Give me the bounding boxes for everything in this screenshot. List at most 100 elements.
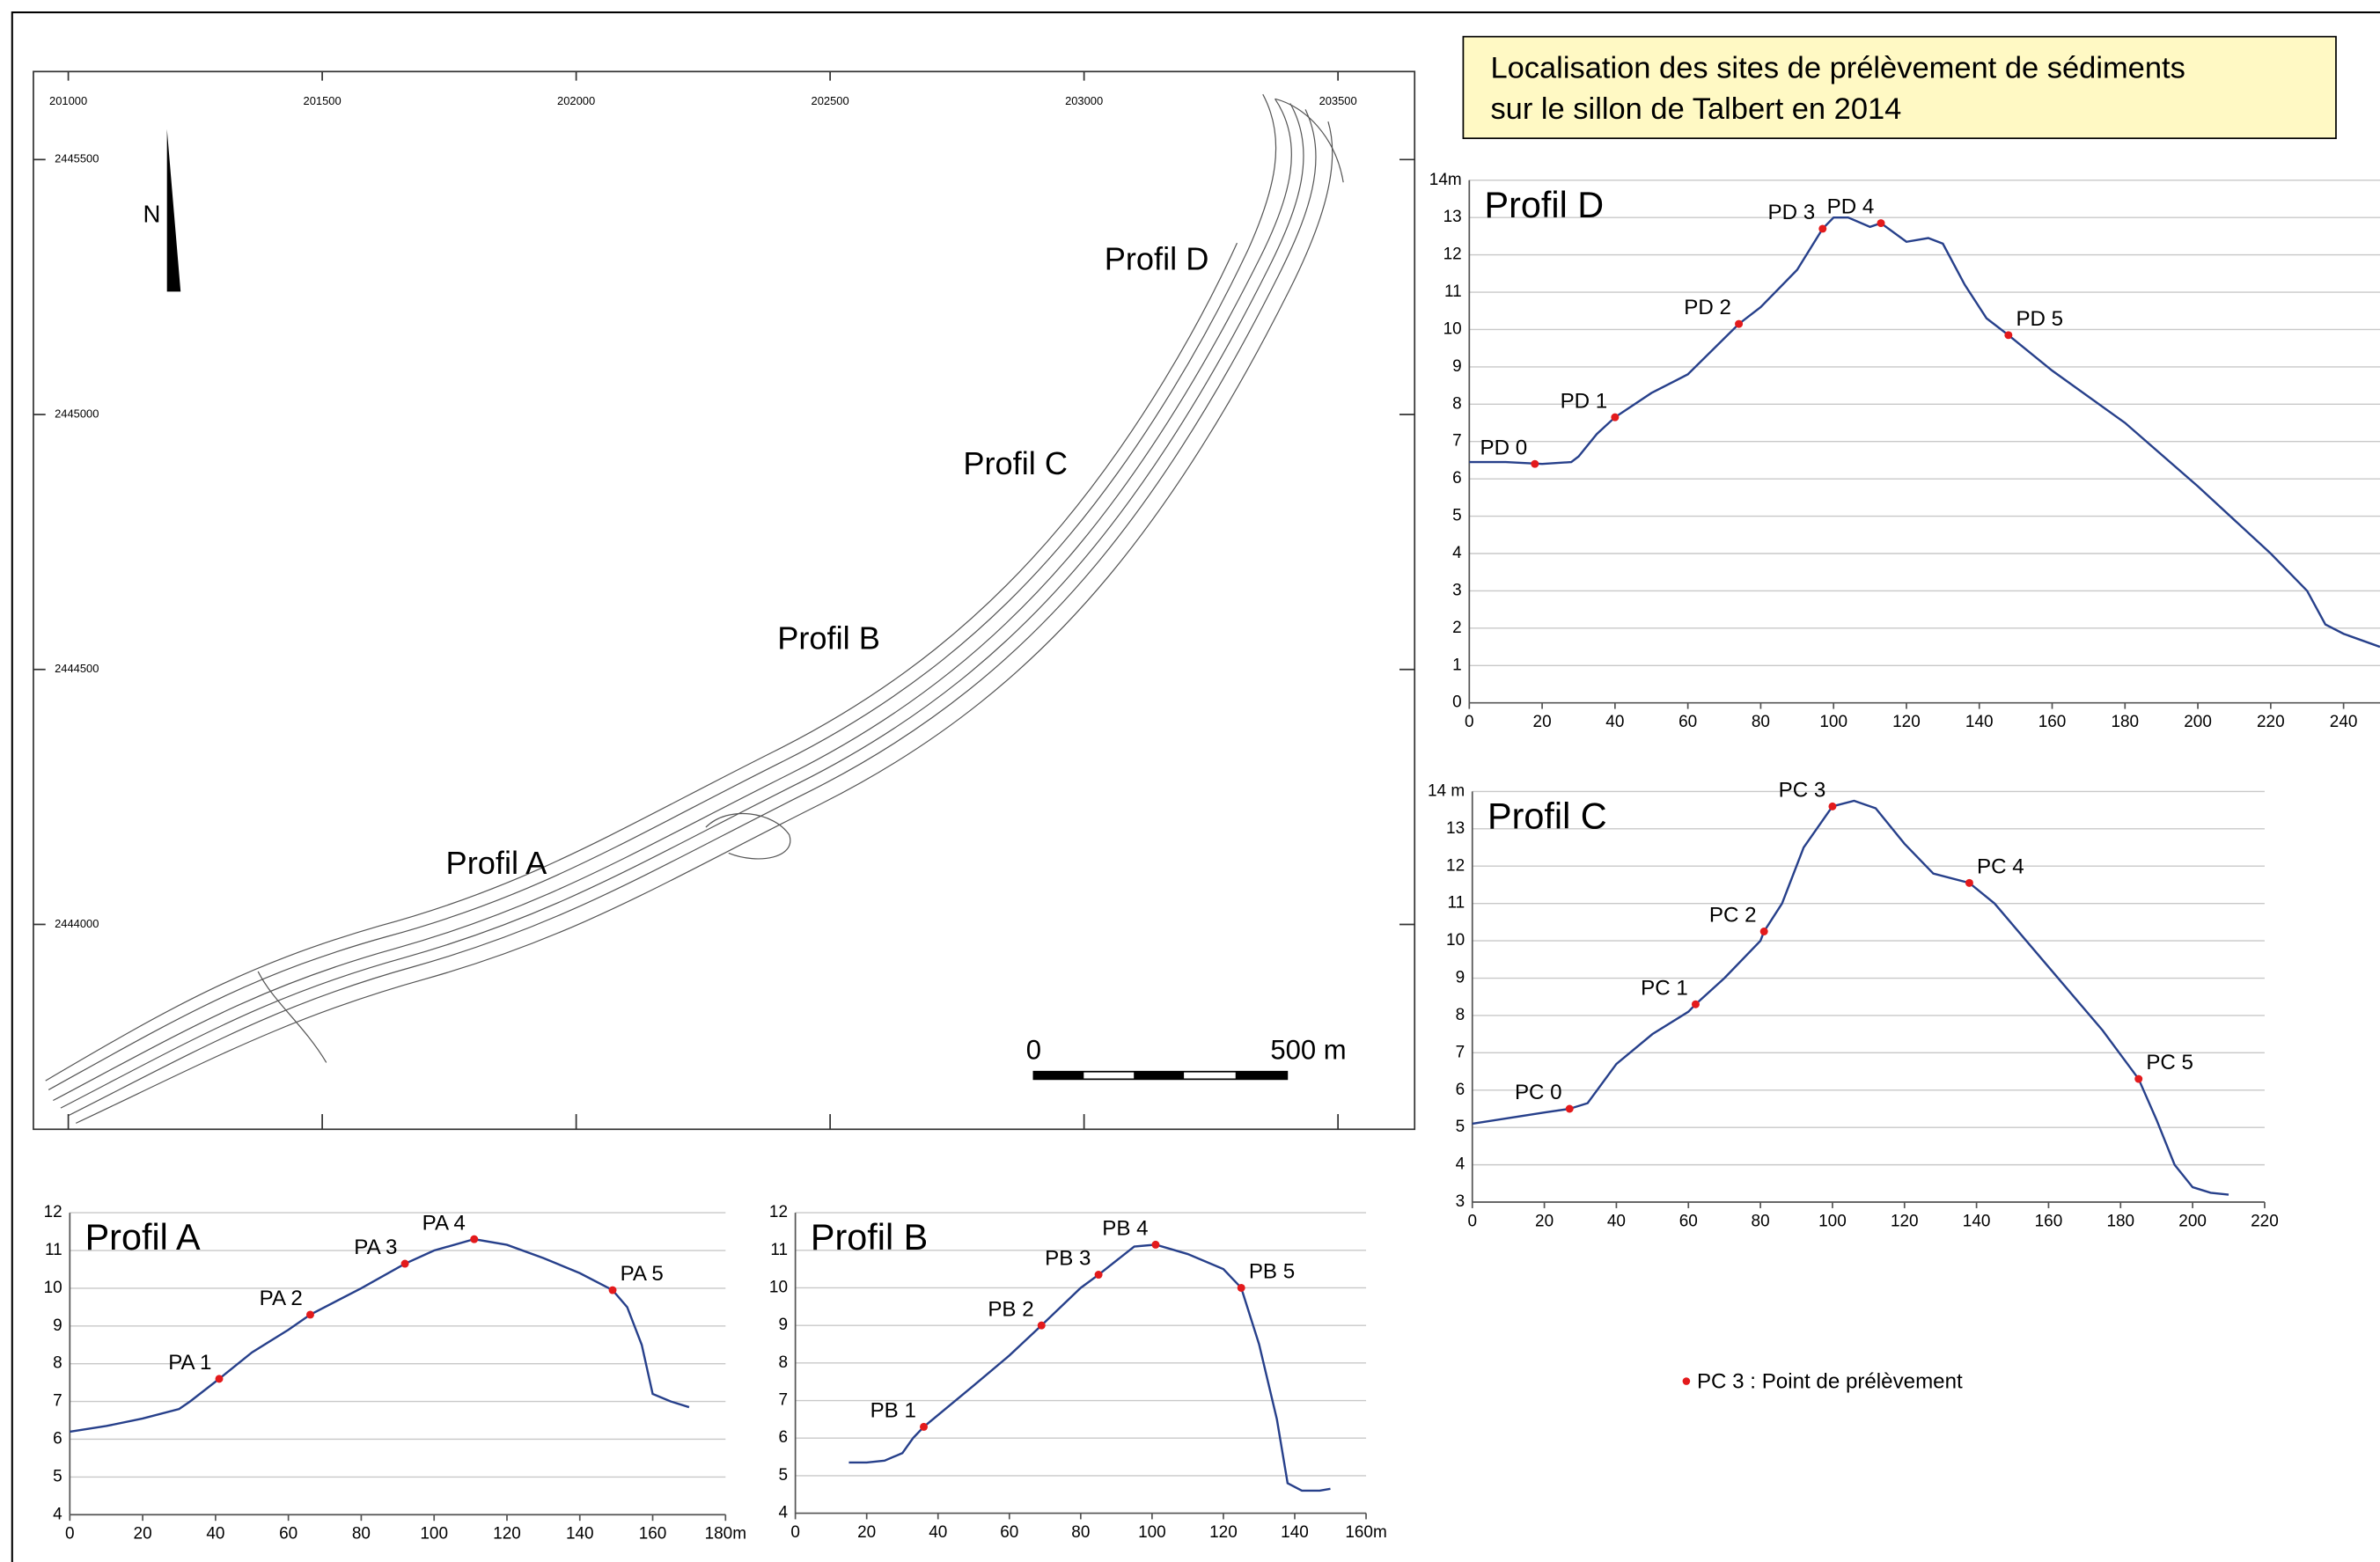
point-label: PD 3 <box>1768 201 1816 224</box>
point-label: PC 2 <box>1709 904 1757 928</box>
x-tick-label: 0 <box>65 1525 75 1544</box>
map-x-label: 202000 <box>557 94 595 107</box>
point-label: PA 3 <box>354 1236 397 1259</box>
y-tick-label: 8 <box>1456 1006 1465 1024</box>
y-tick-label: 12 <box>44 1203 62 1221</box>
sample-point <box>1759 927 1768 935</box>
point-label: PB 3 <box>1045 1247 1091 1271</box>
y-tick-label: 7 <box>53 1392 62 1411</box>
sample-point <box>215 1375 224 1383</box>
y-tick-label: 11 <box>770 1241 788 1259</box>
y-tick-label: 11 <box>45 1241 62 1259</box>
y-tick-label: 9 <box>53 1316 62 1335</box>
y-tick-label: 7 <box>1452 432 1462 451</box>
y-tick-label: 9 <box>1452 357 1462 376</box>
point-label: PD 1 <box>1561 389 1608 413</box>
y-tick-label: 7 <box>1456 1043 1465 1061</box>
x-tick-label: 120 <box>493 1525 521 1544</box>
scale-end: 500 m <box>1270 1035 1346 1066</box>
x-tick-label: 180m <box>705 1525 746 1544</box>
x-tick-label: 20 <box>1533 713 1552 731</box>
title-box <box>1462 35 2337 140</box>
y-tick-label: 14m <box>1429 171 1462 189</box>
sample-point <box>1037 1321 1046 1330</box>
x-tick-label: 120 <box>1891 1212 1919 1230</box>
x-tick-label: 120 <box>1209 1523 1238 1542</box>
point-label: PC 4 <box>1977 854 2024 878</box>
point-label: PC 0 <box>1515 1081 1562 1104</box>
x-tick-label: 240 <box>2330 713 2358 731</box>
x-tick-label: 0 <box>1465 713 1474 731</box>
sample-point <box>1877 219 1885 228</box>
x-tick-label: 200 <box>2178 1212 2207 1230</box>
scale-start: 0 <box>1026 1035 1041 1066</box>
y-tick-label: 4 <box>1456 1155 1465 1174</box>
profile-line <box>848 1243 1331 1492</box>
y-tick-label: 5 <box>1456 1118 1465 1136</box>
x-tick-label: 220 <box>2251 1212 2279 1230</box>
map-y-label: 2445500 <box>55 152 99 165</box>
x-tick-label: 80 <box>352 1525 371 1544</box>
point-label: PB 5 <box>1249 1260 1295 1284</box>
y-tick-label: 12 <box>1443 246 1462 264</box>
sample-point <box>920 1422 929 1431</box>
x-tick-label: 60 <box>279 1525 298 1544</box>
point-label: PD 4 <box>1827 195 1875 219</box>
y-tick-label: 14 m <box>1428 781 1465 800</box>
y-tick-label: 4 <box>1452 544 1462 562</box>
y-tick-label: 10 <box>1446 931 1465 950</box>
x-tick-label: 160 <box>639 1525 667 1544</box>
y-tick-label: 6 <box>1456 1081 1465 1099</box>
map-x-label: 203500 <box>1319 94 1357 107</box>
x-tick-label: 100 <box>1138 1523 1166 1542</box>
sample-point <box>1965 878 1973 887</box>
chart-title: Profil A <box>85 1217 201 1258</box>
point-label: PA 4 <box>422 1211 466 1235</box>
y-tick-label: 11 <box>1447 894 1465 913</box>
y-tick-label: 8 <box>778 1353 788 1372</box>
profile-label: Profil B <box>777 620 880 656</box>
x-tick-label: 20 <box>857 1523 876 1542</box>
x-tick-label: 200 <box>2184 713 2212 731</box>
y-tick-label: 5 <box>53 1467 62 1485</box>
x-tick-label: 100 <box>1818 1212 1847 1230</box>
point-label: PD 2 <box>1684 296 1731 319</box>
profile-line <box>70 1237 690 1434</box>
point-label: PB 2 <box>988 1297 1033 1321</box>
point-label: PB 4 <box>1102 1217 1148 1241</box>
x-tick-label: 40 <box>1607 1212 1626 1230</box>
point-label: PC 1 <box>1641 976 1688 1000</box>
sample-point <box>470 1235 479 1243</box>
map-x-label: 201000 <box>49 94 87 107</box>
sample-point <box>2004 331 2013 340</box>
point-label: PC 3 <box>1779 778 1826 802</box>
y-tick-label: 6 <box>778 1428 788 1447</box>
sample-point <box>1691 1000 1700 1008</box>
sample-point <box>1565 1104 1574 1113</box>
y-tick-label: 9 <box>1456 969 1465 987</box>
x-tick-label: 180 <box>2106 1212 2134 1230</box>
y-tick-label: 8 <box>53 1354 62 1373</box>
profile-label: Profil A <box>446 845 548 881</box>
x-tick-label: 0 <box>1467 1212 1477 1230</box>
x-tick-label: 140 <box>1965 713 1994 731</box>
x-tick-label: 60 <box>1000 1523 1018 1542</box>
sample-point <box>608 1286 617 1294</box>
x-tick-label: 180 <box>2111 713 2139 731</box>
x-tick-label: 20 <box>1535 1212 1554 1230</box>
frame <box>11 11 2380 1562</box>
profile-line <box>1472 799 2229 1196</box>
y-tick-label: 6 <box>1452 469 1462 488</box>
y-tick-label: 4 <box>778 1504 788 1522</box>
map-frame <box>33 70 1416 1131</box>
chart-title: Profil B <box>811 1217 928 1258</box>
legend-dot <box>1682 1377 1691 1385</box>
y-tick-label: 3 <box>1456 1192 1465 1211</box>
map-y-label: 2444500 <box>55 662 99 675</box>
point-label: PA 1 <box>168 1351 211 1375</box>
x-tick-label: 160 <box>2035 1212 2063 1230</box>
x-tick-label: 140 <box>566 1525 594 1544</box>
y-tick-label: 0 <box>1452 693 1462 712</box>
sample-point <box>1828 802 1837 810</box>
